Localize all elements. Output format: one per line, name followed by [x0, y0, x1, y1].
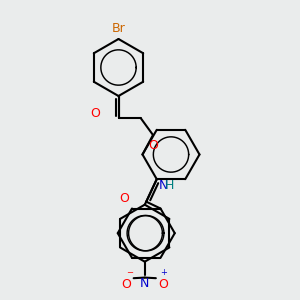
Text: H: H — [165, 179, 174, 192]
Text: O: O — [122, 278, 131, 291]
Text: Br: Br — [112, 22, 125, 34]
Text: −: − — [126, 268, 133, 277]
Text: +: + — [160, 268, 167, 277]
Text: O: O — [158, 278, 168, 291]
Text: O: O — [148, 139, 158, 152]
Text: N: N — [159, 179, 168, 192]
Text: N: N — [140, 277, 149, 290]
Text: O: O — [91, 107, 100, 121]
Text: O: O — [119, 192, 129, 205]
